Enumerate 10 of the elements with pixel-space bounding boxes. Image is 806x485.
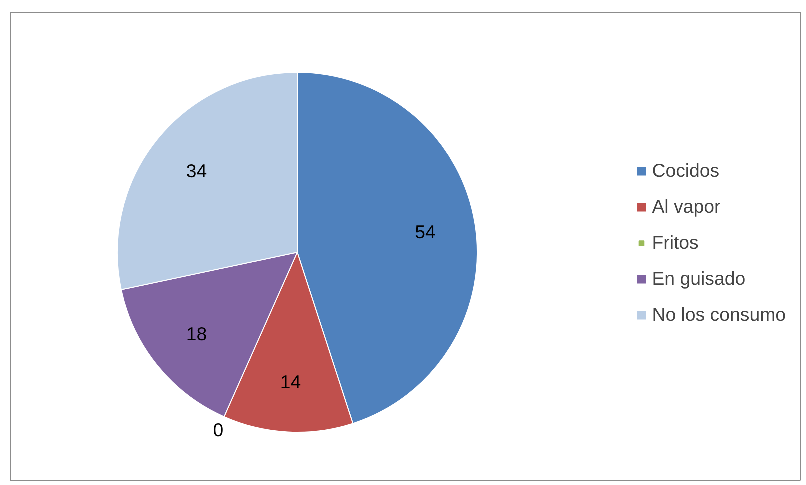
legend-label: Cocidos bbox=[652, 160, 720, 182]
legend-label: Al vapor bbox=[652, 196, 721, 218]
legend-label: No los consumo bbox=[652, 304, 786, 326]
data-label: 14 bbox=[280, 371, 302, 392]
data-label: 54 bbox=[415, 222, 436, 243]
legend-label: En guisado bbox=[652, 268, 746, 290]
text: 0 bbox=[213, 420, 224, 441]
data-label: 18 bbox=[186, 324, 208, 345]
legend-label: Fritos bbox=[652, 232, 699, 254]
data-label: 34 bbox=[186, 160, 208, 182]
